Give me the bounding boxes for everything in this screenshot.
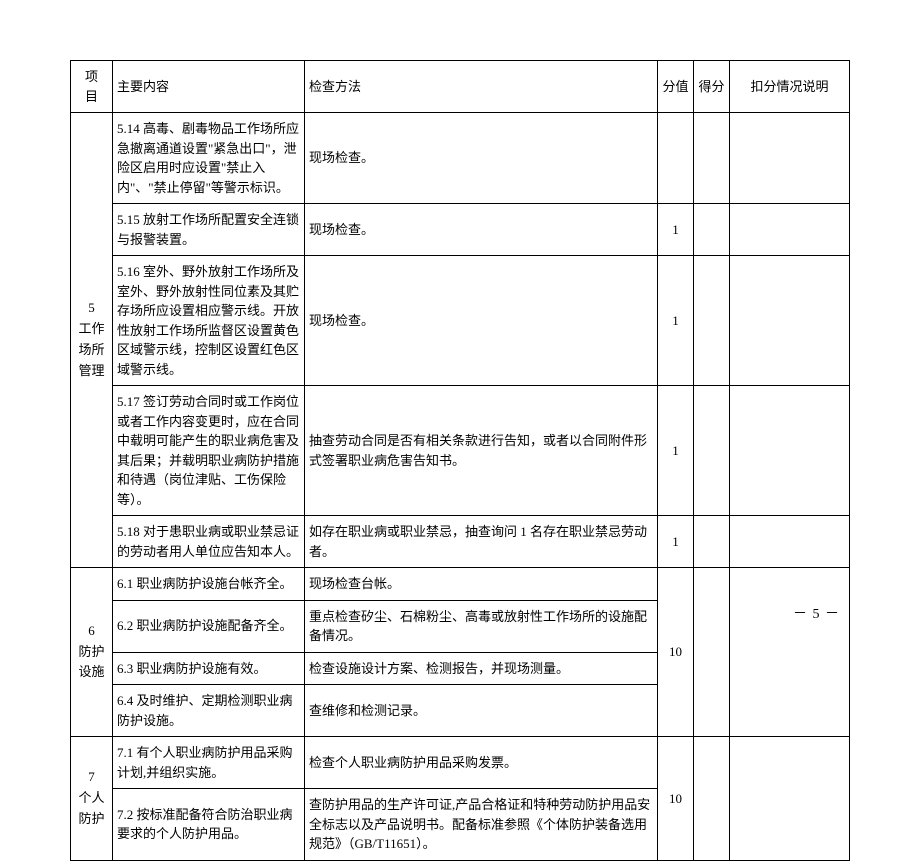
cell-content: 5.17 签订劳动合同时或工作岗位或者工作内容变更时，应在合同中载明可能产生的职…: [113, 386, 305, 516]
cell-got: [694, 386, 730, 516]
cell-score: 10: [658, 568, 694, 737]
project-num: 7: [88, 769, 95, 784]
cell-method: 查维修和检测记录。: [305, 685, 658, 737]
cell-method: 检查设施设计方案、检测报告，并现场测量。: [305, 652, 658, 685]
cell-content: 6.1 职业病防护设施台帐齐全。: [113, 568, 305, 601]
cell-method: 现场检查。: [305, 113, 658, 204]
cell-method: 检查个人职业病防护用品采购发票。: [305, 737, 658, 789]
cell-method: 现场检查。: [305, 256, 658, 386]
table-row: 5.15 放射工作场所配置安全连锁与报警装置。 现场检查。 1: [71, 204, 850, 256]
cell-note: [730, 256, 850, 386]
cell-got: [694, 516, 730, 568]
cell-got: [694, 204, 730, 256]
cell-note: [730, 386, 850, 516]
header-score: 分值: [658, 61, 694, 113]
cell-content: 5.18 对于患职业病或职业禁忌证的劳动者用人单位应告知本人。: [113, 516, 305, 568]
cell-method: 重点检查矽尘、石棉粉尘、高毒或放射性工作场所的设施配备情况。: [305, 600, 658, 652]
table-row: 6 防护设施 6.1 职业病防护设施台帐齐全。 现场检查台帐。 10: [71, 568, 850, 601]
project-name: 个人防护: [78, 790, 104, 826]
cell-content: 7.2 按标准配备符合防治职业病要求的个人防护用品。: [113, 789, 305, 861]
cell-content: 6.2 职业病防护设施配备齐全。: [113, 600, 305, 652]
project-cell-5: 5 工作场所管理: [71, 113, 113, 568]
cell-got: [694, 737, 730, 861]
table-row: 5.17 签订劳动合同时或工作岗位或者工作内容变更时，应在合同中载明可能产生的职…: [71, 386, 850, 516]
project-name: 防护设施: [78, 644, 104, 680]
cell-score: 1: [658, 386, 694, 516]
inspection-table: 项 目 主要内容 检查方法 分值 得分 扣分情况说明 5 工作场所管理 5.14…: [70, 60, 850, 861]
cell-method: 抽查劳动合同是否有相关条款进行告知，或者以合同附件形式签署职业病危害告知书。: [305, 386, 658, 516]
table-row: 7 个人防护 7.1 有个人职业病防护用品采购计划,并组织实施。 检查个人职业病…: [71, 737, 850, 789]
project-num: 6: [88, 623, 95, 638]
project-num: 5: [88, 300, 95, 315]
cell-method: 现场检查。: [305, 204, 658, 256]
cell-method: 现场检查台帐。: [305, 568, 658, 601]
cell-method: 查防护用品的生产许可证,产品合格证和特种劳动防护用品安全标志以及产品说明书。配备…: [305, 789, 658, 861]
cell-score: [658, 113, 694, 204]
cell-got: [694, 113, 730, 204]
header-project: 项 目: [71, 61, 113, 113]
cell-note: [730, 113, 850, 204]
cell-got: [694, 256, 730, 386]
cell-score: 1: [658, 204, 694, 256]
header-got: 得分: [694, 61, 730, 113]
header-method: 检查方法: [305, 61, 658, 113]
project-cell-7: 7 个人防护: [71, 737, 113, 861]
cell-content: 6.4 及时维护、定期检测职业病防护设施。: [113, 685, 305, 737]
cell-score: 1: [658, 516, 694, 568]
header-content: 主要内容: [113, 61, 305, 113]
cell-got: [694, 568, 730, 737]
cell-note: [730, 737, 850, 861]
cell-note: [730, 204, 850, 256]
cell-content: 5.15 放射工作场所配置安全连锁与报警装置。: [113, 204, 305, 256]
project-cell-6: 6 防护设施: [71, 568, 113, 737]
cell-score: 1: [658, 256, 694, 386]
header-note: 扣分情况说明: [730, 61, 850, 113]
cell-note: [730, 568, 850, 737]
table-header-row: 项 目 主要内容 检查方法 分值 得分 扣分情况说明: [71, 61, 850, 113]
project-name: 工作场所管理: [78, 321, 104, 378]
cell-content: 7.1 有个人职业病防护用品采购计划,并组织实施。: [113, 737, 305, 789]
cell-note: [730, 516, 850, 568]
cell-content: 5.16 室外、野外放射工作场所及室外、野外放射性同位素及其贮存场所应设置相应警…: [113, 256, 305, 386]
cell-score: 10: [658, 737, 694, 861]
page-number: － 5 －: [793, 603, 840, 623]
cell-content: 5.14 高毒、剧毒物品工作场所应急撤离通道设置"紧急出口"，泄险区启用时应设置…: [113, 113, 305, 204]
table-row: 5.16 室外、野外放射工作场所及室外、野外放射性同位素及其贮存场所应设置相应警…: [71, 256, 850, 386]
cell-method: 如存在职业病或职业禁忌，抽查询问 1 名存在职业禁忌劳动者。: [305, 516, 658, 568]
table-row: 5 工作场所管理 5.14 高毒、剧毒物品工作场所应急撤离通道设置"紧急出口"，…: [71, 113, 850, 204]
cell-content: 6.3 职业病防护设施有效。: [113, 652, 305, 685]
table-row: 5.18 对于患职业病或职业禁忌证的劳动者用人单位应告知本人。 如存在职业病或职…: [71, 516, 850, 568]
